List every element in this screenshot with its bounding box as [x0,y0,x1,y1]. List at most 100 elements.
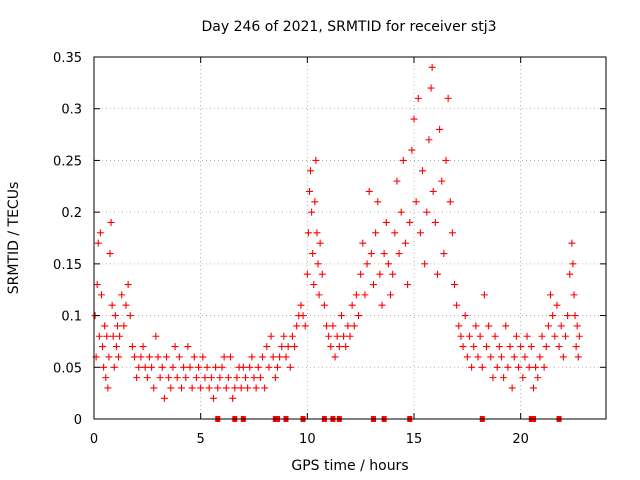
data-point [286,363,294,371]
data-point [165,374,173,382]
data-point [220,353,228,361]
data-point [428,63,436,71]
data-point [406,218,414,226]
data-point [544,322,552,330]
data-point [451,281,459,289]
data-point [357,270,365,278]
data-point [246,363,254,371]
data-point [227,353,235,361]
data-point [401,239,409,247]
data-point [190,353,198,361]
data-point [133,374,141,382]
data-point [233,374,241,382]
data-point [95,332,103,340]
data-point [291,343,299,351]
data-point [391,229,399,237]
data-point [244,384,252,392]
data-point [201,374,209,382]
data-point [216,374,224,382]
data-point [382,218,390,226]
data-point [568,239,576,247]
data-point [320,301,328,309]
data-point [515,363,523,371]
data-point [500,374,508,382]
data-point [308,208,316,216]
data-point [510,353,518,361]
data-point [489,374,497,382]
data-point [380,250,388,258]
data-point [444,94,452,102]
data-point [517,343,525,351]
data-point [124,281,132,289]
x-tick-label: 5 [197,432,205,447]
data-point [231,384,239,392]
data-point [369,281,377,289]
data-point [199,353,207,361]
x-tick-label: 20 [512,432,529,447]
data-point [470,343,478,351]
data-point [461,312,469,320]
data-point [399,156,407,164]
data-point [572,343,580,351]
data-point [416,229,424,237]
data-point [485,322,493,330]
data-point [365,187,373,195]
data-point [269,353,277,361]
data-point [372,229,380,237]
data-point [145,353,153,361]
data-point [273,363,281,371]
data-point [395,250,403,258]
data-point [463,353,471,361]
data-point [527,343,535,351]
data-point [137,353,145,361]
data-point [483,343,491,351]
data-point [180,363,188,371]
data-point [167,384,175,392]
data-point [553,301,561,309]
y-tick-label: 0.05 [53,361,82,376]
data-point [512,332,520,340]
data-point [135,363,143,371]
data-point [267,332,275,340]
ticks-layer [93,56,606,420]
data-point [397,208,405,216]
data-point [177,384,185,392]
data-point [549,312,557,320]
y-tick-label: 0.2 [61,206,82,221]
data-point [532,363,540,371]
data-point [453,301,461,309]
data-point [207,374,215,382]
data-point [508,384,516,392]
data-point [278,343,286,351]
data-point [94,239,102,247]
data-point [158,363,166,371]
data-point [352,291,360,299]
data-point [355,312,363,320]
data-point [148,363,156,371]
data-point [310,281,318,289]
data-point [448,229,456,237]
data-point [99,343,107,351]
data-point [340,332,348,340]
data-point [303,270,311,278]
data-point [301,322,309,330]
data-point [265,363,273,371]
plot-frame [93,56,607,420]
data-point [218,363,226,371]
data-point [331,353,339,361]
data-point [237,384,245,392]
data-point [376,270,384,278]
data-point [519,374,527,382]
data-point [282,353,290,361]
data-point [446,198,454,206]
data-point [313,229,321,237]
data-point [214,384,222,392]
data-point [333,332,341,340]
data-point [561,332,569,340]
data-point [363,260,371,268]
data-point [195,363,203,371]
x-tick-label: 15 [406,432,423,447]
data-point [126,312,134,320]
data-point [423,208,431,216]
